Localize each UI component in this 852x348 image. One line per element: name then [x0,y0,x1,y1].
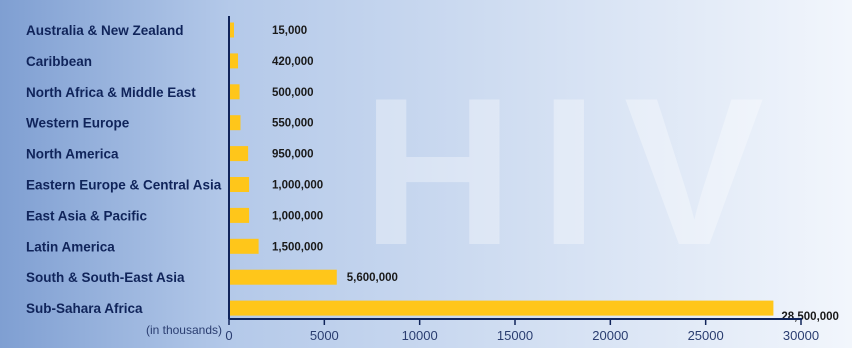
bar [230,269,337,285]
x-axis: 0 5000 10000 15000 20000 25000 30000 [225,16,819,343]
bar [230,53,239,69]
value-label: 15,000 [272,25,307,37]
category-label: North America [26,147,119,162]
bars [230,22,774,316]
x-axis-unit-label: (in thousands) [146,323,222,337]
bar [230,22,234,38]
value-label: 1,000,000 [272,180,323,192]
x-tick-label: 15000 [497,328,533,343]
category-label: Caribbean [26,54,92,69]
watermark-text: HIV [362,54,790,289]
bar [230,207,250,223]
category-label: Western Europe [26,116,130,131]
bar [230,115,241,131]
category-labels: Australia & New Zealand Caribbean North Af… [26,23,222,316]
value-label: 500,000 [272,87,314,99]
bar [230,300,774,316]
value-label: 550,000 [272,118,314,130]
value-label: 28,500,000 [781,311,839,323]
category-label: Latin America [26,239,115,254]
category-label: North Africa & Middle East [26,85,196,100]
value-label: 1,000,000 [272,210,323,222]
value-label: 420,000 [272,56,314,68]
bar [230,84,240,100]
category-label: Eastern Europe & Central Asia [26,178,222,193]
category-label: Australia & New Zealand [26,23,184,38]
x-tick-label: 25000 [688,328,724,343]
x-tick-label: 30000 [783,328,819,343]
category-label: East Asia & Pacific [26,208,148,223]
bar [230,238,259,254]
value-label: 5,600,000 [347,272,398,284]
x-tick-label: 5000 [310,328,339,343]
x-tick-label: 10000 [402,328,438,343]
bar [230,177,250,192]
value-label: 1,500,000 [272,241,323,253]
category-label: South & South-East Asia [26,270,185,285]
value-labels: 15,000 420,000 500,000 550,000 950,000 1,000,… [272,25,839,323]
category-label: Sub-Sahara Africa [26,301,143,316]
value-label: 950,000 [272,149,314,161]
x-tick-label: 0 [225,328,232,343]
x-tick-label: 20000 [592,328,628,343]
bar [230,146,249,162]
